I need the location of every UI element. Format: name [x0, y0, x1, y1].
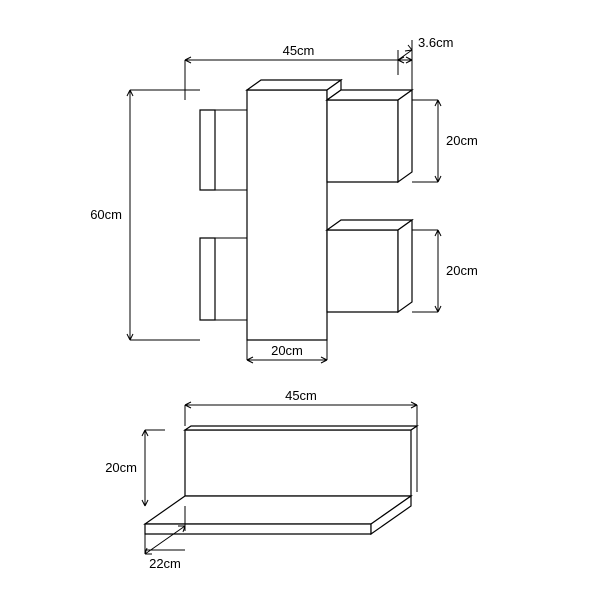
- lower-height-label: 20cm: [105, 460, 137, 475]
- upper-mid-width-label: 20cm: [271, 343, 303, 358]
- upper-height-label: 60cm: [90, 207, 122, 222]
- upper-right-top-label: 20cm: [446, 133, 478, 148]
- dimension-diagram: 45cm 3.6cm 60cm 20cm 20cm 20cm 45cm 20cm 22cm: [0, 0, 600, 600]
- lower-depth-label: 22cm: [149, 556, 181, 571]
- upper-depth-label: 3.6cm: [418, 35, 453, 50]
- upper-right-bot-label: 20cm: [446, 263, 478, 278]
- upper-width-label: 45cm: [283, 43, 315, 58]
- lower-width-label: 45cm: [285, 388, 317, 403]
